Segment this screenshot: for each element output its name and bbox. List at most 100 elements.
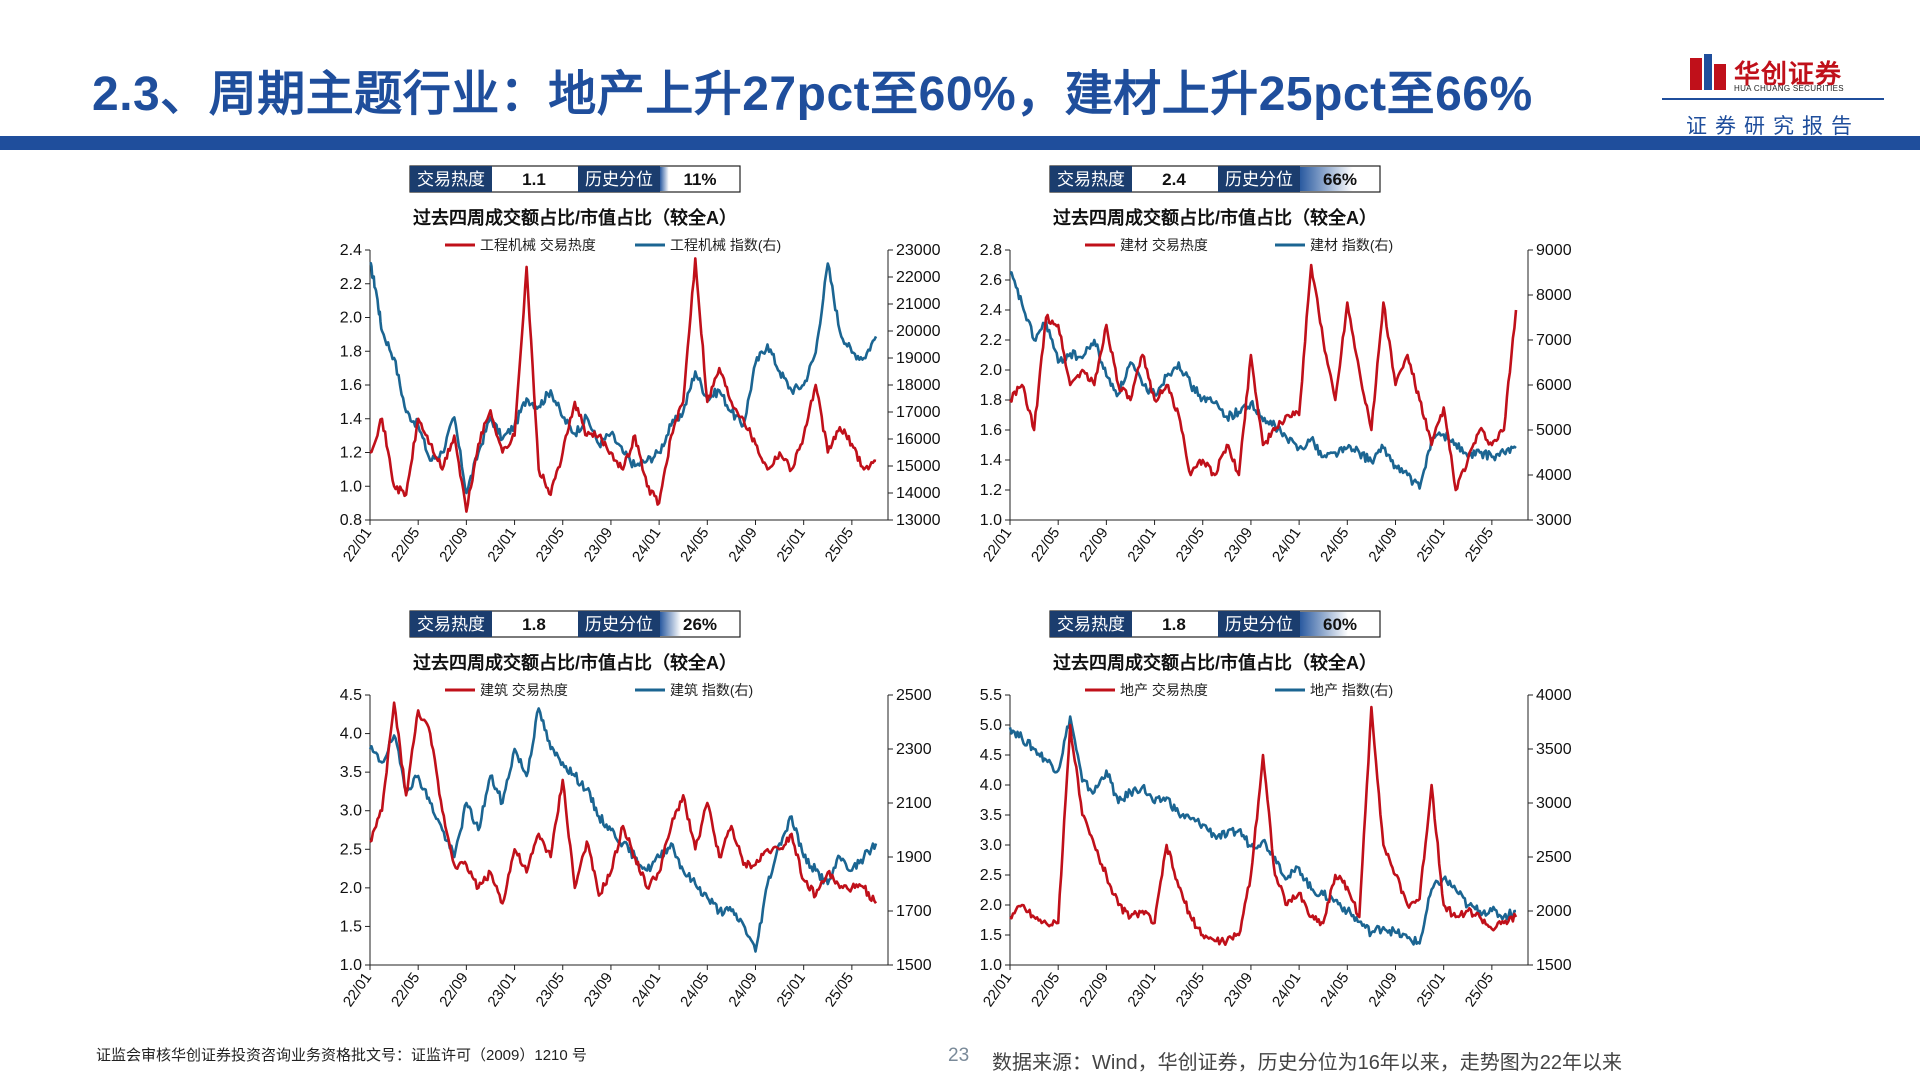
badge-pct-label: 历史分位: [585, 615, 653, 634]
y-tick-label-left: 2.8: [980, 242, 1002, 259]
x-tick-label: 23/01: [484, 970, 519, 1011]
legend-heat-label: 建材 交易热度: [1120, 237, 1208, 253]
y-tick-label-left: 3.5: [980, 807, 1002, 824]
legend-index-label: 建筑 指数(右): [670, 682, 753, 698]
chart-legend: 工程机械 交易热度 工程机械 指数(右): [445, 237, 781, 253]
x-tick-label: 23/09: [1221, 525, 1256, 566]
y-tick-label-right: 15000: [896, 458, 941, 475]
y-tick-label-right: 1900: [896, 849, 932, 866]
trading-heat-badge: 交易热度 1.8 历史分位 26%: [409, 610, 741, 638]
x-tick-label: 25/05: [1462, 525, 1497, 566]
x-tick-label: 23/05: [533, 970, 568, 1011]
y-tick-label-left: 2.2: [340, 276, 362, 293]
y-tick-label-left: 2.6: [980, 272, 1002, 289]
y-tick-label-left: 2.5: [980, 867, 1002, 884]
y-tick-label-right: 9000: [1536, 242, 1572, 259]
chart-title: 过去四周成交额占比/市值占比（较全A）: [413, 207, 737, 228]
y-tick-label-right: 22000: [896, 269, 941, 286]
badge-pct-label: 历史分位: [585, 170, 653, 189]
x-tick-label: 23/09: [581, 525, 616, 566]
badge-heat-label-bg: [410, 611, 492, 637]
badge-pct-label-bg: [1218, 611, 1300, 637]
badge-heat-label-bg: [1050, 166, 1132, 192]
y-tick-label-right: 19000: [896, 350, 941, 367]
chart-legend: 建筑 交易热度 建筑 指数(右): [445, 682, 753, 698]
y-tick-label-left: 1.2: [980, 482, 1002, 499]
x-tick-label: 23/01: [484, 525, 519, 566]
x-tick-label: 23/01: [1124, 525, 1159, 566]
x-tick-label: 22/05: [1028, 970, 1063, 1011]
y-tick-label-left: 2.2: [980, 332, 1002, 349]
y-tick-label-right: 2100: [896, 795, 932, 812]
badge-heat-value: 2.4: [1162, 170, 1186, 189]
chart-title: 过去四周成交额占比/市值占比（较全A）: [1053, 652, 1377, 673]
y-tick-label-right: 4000: [1536, 687, 1572, 704]
brand-name-en: HUA CHUANG SECURITIES: [1734, 84, 1844, 93]
y-tick-label-left: 4.5: [340, 687, 362, 704]
x-tick-label: 24/01: [1269, 970, 1304, 1011]
page-title: 2.3、周期主题行业：地产上升27pct至60%，建材上升25pct至66%: [92, 68, 1533, 121]
brand-logo-icon: [1690, 54, 1726, 90]
y-tick-label-right: 1500: [896, 957, 932, 974]
y-tick-label-left: 2.0: [340, 880, 362, 897]
y-tick-label-left: 0.8: [340, 512, 362, 529]
x-tick-label: 23/05: [533, 525, 568, 566]
badge-percentile-bar: [660, 167, 669, 191]
badge-pct-value: 60%: [1323, 615, 1357, 634]
y-tick-label-right: 2500: [1536, 849, 1572, 866]
y-tick-label-left: 1.4: [980, 452, 1002, 469]
x-tick-label: 24/01: [1269, 525, 1304, 566]
legend-heat-label: 工程机械 交易热度: [480, 237, 596, 253]
y-tick-label-right: 5000: [1536, 422, 1572, 439]
y-tick-label-left: 2.0: [980, 362, 1002, 379]
y-tick-label-right: 3000: [1536, 795, 1572, 812]
y-tick-label-left: 4.5: [980, 747, 1002, 764]
y-tick-label-right: 16000: [896, 431, 941, 448]
y-tick-label-left: 1.5: [980, 927, 1002, 944]
brand-logo: 华创证券 HUA CHUANG SECURITIES: [1690, 54, 1880, 96]
y-tick-label-left: 4.0: [340, 726, 362, 743]
chart-legend: 地产 交易热度 地产 指数(右): [1085, 682, 1393, 698]
badge-heat-value: 1.1: [522, 170, 546, 189]
legend-index-label: 地产 指数(右): [1310, 682, 1393, 698]
series-heat-line: [1009, 263, 1518, 492]
x-tick-label: 25/01: [1413, 525, 1448, 566]
series-heat-line: [1009, 705, 1518, 946]
y-tick-label-left: 1.6: [340, 377, 362, 394]
chart-dc: 交易热度 1.8 历史分位 60% 过去四周成交额占比/市值占比（较全A） 地产 交易热度…: [980, 610, 1572, 1011]
x-tick-label: 22/05: [388, 525, 423, 566]
legend-heat-label: 建筑 交易热度: [480, 682, 568, 698]
badge-pct-label: 历史分位: [1225, 615, 1293, 634]
badge-percentile-bar: [1300, 167, 1353, 191]
badge-pct-label-bg: [578, 611, 660, 637]
brand-name: 华创证券: [1734, 59, 1843, 89]
y-tick-label-right: 13000: [896, 512, 941, 529]
logo-divider: [1662, 98, 1884, 100]
x-tick-label: 23/05: [1173, 970, 1208, 1011]
y-tick-label-left: 5.5: [980, 687, 1002, 704]
series-index-line: [368, 707, 878, 953]
chart-title: 过去四周成交额占比/市值占比（较全A）: [413, 652, 737, 673]
x-tick-label: 23/09: [1221, 970, 1256, 1011]
y-tick-label-right: 4000: [1536, 467, 1572, 484]
y-tick-label-left: 2.4: [980, 302, 1002, 319]
chart-jc: 交易热度 2.4 历史分位 66% 过去四周成交额占比/市值占比（较全A） 建材 交易热度…: [980, 165, 1572, 566]
y-tick-label-right: 6000: [1536, 377, 1572, 394]
badge-heat-label: 交易热度: [1057, 615, 1125, 634]
y-tick-label-left: 1.0: [980, 957, 1002, 974]
trading-heat-badge: 交易热度 1.8 历史分位 60%: [1049, 610, 1381, 638]
header-bar: [0, 136, 1920, 150]
y-tick-label-right: 3000: [1536, 512, 1572, 529]
y-tick-label-left: 1.2: [340, 445, 362, 462]
legend-heat-label: 地产 交易热度: [1120, 682, 1208, 698]
badge-percentile-bar: [660, 612, 681, 636]
badge-percentile-bar: [1300, 612, 1348, 636]
badge-heat-label-bg: [410, 166, 492, 192]
x-tick-label: 22/01: [340, 525, 375, 566]
y-tick-label-right: 3500: [1536, 741, 1572, 758]
x-tick-label: 25/01: [1413, 970, 1448, 1011]
y-tick-label-right: 1700: [896, 903, 932, 920]
x-tick-label: 23/05: [1173, 525, 1208, 566]
x-tick-label: 24/09: [1365, 970, 1400, 1011]
legend-index-label: 建材 指数(右): [1310, 237, 1393, 253]
